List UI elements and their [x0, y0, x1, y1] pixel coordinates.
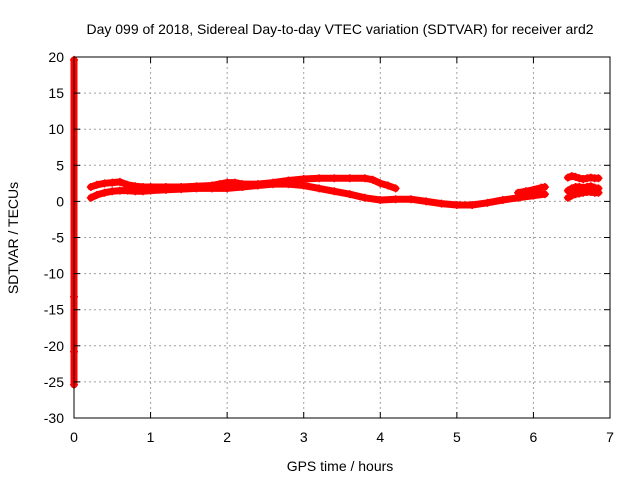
data-point [86, 182, 95, 191]
data-point [269, 180, 278, 189]
data-point [483, 198, 492, 207]
data-point [123, 186, 132, 195]
data-point [391, 195, 400, 204]
data-band [87, 180, 549, 209]
data-point [406, 195, 415, 204]
data-point [571, 172, 580, 181]
x-tick-label: 0 [70, 429, 78, 445]
y-tick-label: -25 [44, 374, 64, 390]
y-tick-label: -30 [44, 410, 64, 426]
data-point [92, 180, 101, 189]
data-point [299, 181, 308, 190]
data-point [383, 181, 392, 190]
data-point [360, 174, 369, 183]
data-point [108, 187, 117, 196]
x-tick-label: 2 [223, 429, 231, 445]
chart-title: Day 099 of 2018, Sidereal Day-to-day VTE… [86, 21, 593, 37]
data-point [315, 174, 324, 183]
y-tick-label: -20 [44, 338, 64, 354]
data-point [86, 193, 95, 202]
data-point [540, 190, 549, 199]
data-point [540, 182, 549, 191]
data-point [330, 174, 339, 183]
x-tick-label: 6 [530, 429, 538, 445]
data-point [223, 184, 232, 193]
y-tick-label: 20 [48, 49, 64, 65]
data-point [345, 174, 354, 183]
data-point [521, 187, 530, 196]
data-point [146, 186, 155, 195]
data-point [177, 185, 186, 194]
y-tick-label: -5 [52, 230, 65, 246]
data-point [108, 178, 117, 187]
y-tick-label: 10 [48, 121, 64, 137]
data-point [131, 187, 140, 196]
data-point [452, 201, 461, 210]
data-point [376, 179, 385, 188]
data-point [468, 201, 477, 210]
y-tick-label: -15 [44, 302, 64, 318]
x-tick-label: 3 [300, 429, 308, 445]
data-point [192, 184, 201, 193]
data-point [368, 175, 377, 184]
axis-ticks: 0 1 2 3 4 5 6 7 20 15 10 5 0 -5 -10 -15 -20 -25 -30 [44, 49, 614, 445]
data-point [586, 182, 595, 191]
y-tick-label: -10 [44, 266, 64, 282]
data-point [253, 181, 262, 190]
data-point [238, 182, 247, 191]
data-point [376, 195, 385, 204]
x-tick-label: 5 [453, 429, 461, 445]
data-point [115, 186, 124, 195]
x-tick-label: 1 [147, 429, 155, 445]
data-point [330, 187, 339, 196]
data-point [437, 199, 446, 208]
x-tick-label: 4 [376, 429, 384, 445]
data-point [161, 185, 170, 194]
data-point [92, 190, 101, 199]
grid-lines [74, 57, 610, 418]
data-point [594, 184, 603, 193]
y-tick-label: 5 [56, 157, 64, 173]
data-point [284, 180, 293, 189]
data-point [207, 184, 216, 193]
data-point [100, 179, 109, 188]
data-point [529, 185, 538, 194]
data-point [422, 197, 431, 206]
data-point [498, 195, 507, 204]
y-tick-label: 0 [56, 193, 64, 209]
data-point [567, 184, 576, 193]
data-point [514, 188, 523, 197]
data-point [100, 188, 109, 197]
x-tick-label: 7 [606, 429, 614, 445]
data-point [391, 184, 400, 193]
data-point [594, 174, 603, 183]
data-point [315, 184, 324, 193]
x-axis-label: GPS time / hours [287, 458, 394, 474]
data-points [70, 55, 603, 389]
data-point [345, 190, 354, 199]
data-point [563, 173, 572, 182]
data-point [360, 193, 369, 202]
data-point [115, 177, 124, 186]
data-point [567, 191, 576, 200]
data-point [138, 187, 147, 196]
y-tick-label: 15 [48, 85, 64, 101]
y-axis-label: SDTVAR / TECUs [5, 182, 21, 294]
